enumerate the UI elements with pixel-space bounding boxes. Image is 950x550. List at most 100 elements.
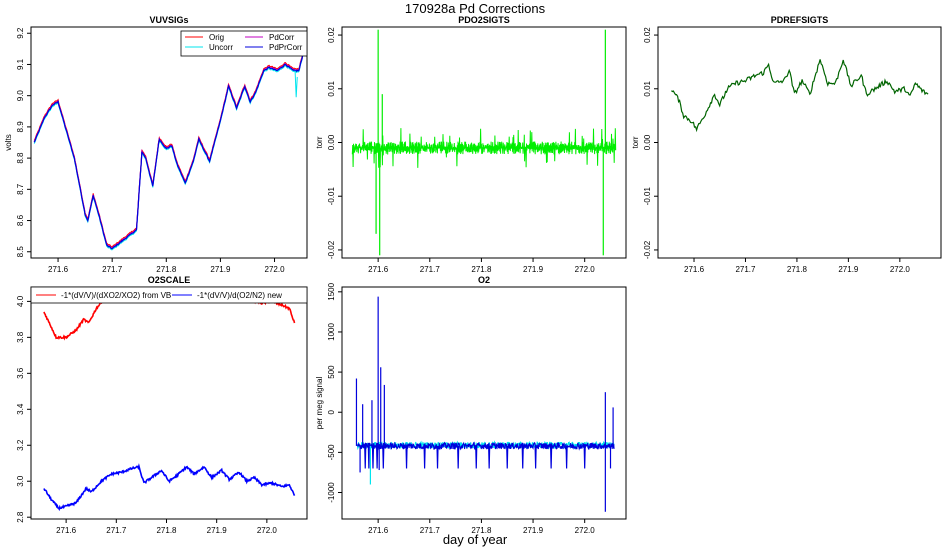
o2-xtick-label: 271.8 bbox=[471, 526, 492, 535]
pdrefsigts-ytick-label: 0.00 bbox=[643, 134, 652, 150]
vuvsigs-ytick-label: 9.2 bbox=[16, 27, 25, 39]
pdo2sigts-panel: PDO2SIGTS 271.6 271.7 271.8 271.9 272.0 -0.02 -… bbox=[315, 15, 627, 274]
pdo2sigts-ytick-label: -0.02 bbox=[327, 240, 336, 259]
o2-ylabel: per meg signal bbox=[315, 377, 324, 430]
o2scale-xtick-label: 271.8 bbox=[156, 526, 177, 535]
pdrefsigts-xtick-label: 271.8 bbox=[787, 265, 808, 274]
o2-dip bbox=[375, 445, 379, 469]
vuvsigs-title: VUVSIGs bbox=[149, 15, 188, 25]
o2-xtick-label: 271.7 bbox=[420, 526, 441, 535]
o2-dip bbox=[405, 445, 408, 469]
vuvsigs-legend-label: Uncorr bbox=[209, 43, 233, 52]
o2-xtick-label: 271.6 bbox=[368, 526, 389, 535]
vuvsigs-ytick-label: 9.0 bbox=[16, 90, 25, 102]
o2scale-ytick-label: 3.2 bbox=[16, 439, 25, 451]
vuvsigs-uncorr-glitch bbox=[294, 70, 298, 98]
pdo2sigts-xtick-label: 271.9 bbox=[523, 265, 544, 274]
o2-dip bbox=[565, 445, 568, 469]
o2scale-legend-box bbox=[30, 286, 308, 304]
figure-xlabel: day of year bbox=[442, 532, 508, 547]
vuvsigs-ytick-label: 8.9 bbox=[16, 121, 25, 133]
vuvsigs-ytick-label: 8.6 bbox=[16, 214, 25, 226]
o2-dip bbox=[488, 445, 491, 469]
pdo2sigts-line bbox=[351, 128, 617, 168]
o2scale-panel: O2SCALE 271.6 271.7 271.8 271.9 272.0 2.8 3.0 3.… bbox=[16, 275, 308, 535]
o2-dip bbox=[371, 445, 375, 469]
pdo2sigts-ytick-label: 0.02 bbox=[327, 27, 336, 43]
o2scale-ytick-label: 3.6 bbox=[16, 367, 25, 379]
o2-dip bbox=[521, 445, 524, 469]
vuvsigs-ytick-label: 8.5 bbox=[16, 246, 25, 258]
o2-panel: O2 271.6 271.7 271.8 271.9 272.0 -1000 -500 0 500… bbox=[315, 275, 627, 535]
o2-dip bbox=[475, 445, 478, 469]
vuvsigs-xtick-label: 271.8 bbox=[156, 265, 177, 274]
o2-plot-frame bbox=[341, 286, 627, 520]
o2-dip bbox=[506, 445, 509, 469]
vuvsigs-legend-label: Orig bbox=[209, 33, 224, 42]
vuvsigs-xtick-label: 271.9 bbox=[210, 265, 231, 274]
o2-ytick-label: 1000 bbox=[327, 323, 336, 341]
o2-dip bbox=[364, 445, 367, 469]
pdrefsigts-line bbox=[671, 59, 929, 133]
o2scale-legend-label: -1*(dV/V)/(dXO2/XO2) from VB bbox=[61, 291, 171, 300]
o2-title: O2 bbox=[478, 275, 490, 285]
o2scale-title: O2SCALE bbox=[148, 275, 191, 285]
vuvsigs-ytick-label: 9.1 bbox=[16, 58, 25, 70]
pdo2sigts-ytick-label: 0.00 bbox=[327, 134, 336, 150]
pdrefsigts-xtick-label: 271.7 bbox=[735, 265, 756, 274]
pdo2sigts-xtick-label: 271.8 bbox=[471, 265, 492, 274]
pdo2sigts-xtick-label: 271.7 bbox=[420, 265, 441, 274]
o2-dip bbox=[436, 445, 439, 469]
o2-ytick-label: 0 bbox=[327, 409, 336, 414]
vuvsigs-uncorr-line bbox=[33, 49, 305, 251]
vuvsigs-ytick-label: 8.7 bbox=[16, 183, 25, 195]
o2-dip bbox=[423, 445, 426, 469]
o2-ytick-label: -500 bbox=[327, 444, 336, 461]
o2scale-xtick-label: 272.0 bbox=[257, 526, 278, 535]
o2-dip bbox=[382, 445, 385, 469]
o2-ytick-label: -1000 bbox=[327, 482, 336, 503]
o2scale-ytick-label: 4.0 bbox=[16, 295, 25, 307]
o2-corr-line bbox=[357, 441, 615, 451]
o2scale-xtick-label: 271.7 bbox=[106, 526, 127, 535]
vuvsigs-xtick-label: 271.6 bbox=[48, 265, 69, 274]
pdrefsigts-ytick-label: -0.01 bbox=[643, 187, 652, 206]
vuvsigs-xtick-label: 272.0 bbox=[265, 265, 286, 274]
o2-dip bbox=[550, 445, 553, 469]
pdo2sigts-xtick-label: 272.0 bbox=[575, 265, 596, 274]
pdrefsigts-xtick-label: 271.6 bbox=[684, 265, 705, 274]
vuvsigs-legend-label: PdPrCorr bbox=[269, 43, 303, 52]
o2scale-xtick-label: 271.9 bbox=[207, 526, 228, 535]
vuvsigs-legend-box bbox=[180, 30, 308, 57]
pdrefsigts-title: PDREFSIGTS bbox=[771, 15, 829, 25]
vuvsigs-pdprcorr-line bbox=[33, 48, 305, 250]
vuvsigs-xtick-label: 271.7 bbox=[102, 265, 123, 274]
o2scale-ytick-label: 3.0 bbox=[16, 475, 25, 487]
vuvsigs-legend-label: PdCorr bbox=[269, 33, 295, 42]
o2-dip bbox=[534, 445, 537, 469]
pdrefsigts-ytick-label: 0.01 bbox=[643, 80, 652, 96]
o2scale-legend-label: -1*(dV/V)/d(O2/N2) new bbox=[197, 291, 282, 300]
pdrefsigts-panel: PDREFSIGTS 271.6 271.7 271.8 271.9 272.0 -0.02… bbox=[631, 15, 942, 274]
pdrefsigts-plot-frame bbox=[657, 26, 942, 259]
vuvsigs-ylabel: volts bbox=[4, 134, 13, 150]
pdrefsigts-xtick-label: 272.0 bbox=[890, 265, 911, 274]
o2-dip bbox=[457, 445, 460, 469]
o2scale-series-line bbox=[43, 463, 296, 512]
o2scale-xtick-label: 271.6 bbox=[56, 526, 77, 535]
pdrefsigts-ytick-label: -0.02 bbox=[643, 240, 652, 259]
o2scale-ytick-label: 3.8 bbox=[16, 331, 25, 343]
figure-title: 170928a Pd Corrections bbox=[404, 1, 546, 16]
pdo2sigts-ytick-label: 0.01 bbox=[327, 80, 336, 96]
o2-ytick-label: 1500 bbox=[327, 282, 336, 300]
pdo2sigts-ylabel: torr bbox=[315, 136, 324, 148]
vuvsigs-plot-frame bbox=[30, 26, 308, 259]
pdo2sigts-ytick-label: -0.01 bbox=[327, 187, 336, 206]
o2scale-ytick-label: 3.4 bbox=[16, 403, 25, 415]
o2-dip bbox=[367, 445, 370, 469]
o2-ytick-label: 500 bbox=[327, 365, 336, 379]
vuvsigs-panel: VUVSIGs 271.6 271.7 271.8 271.9 272.0 8.5 8.6 8.… bbox=[4, 15, 308, 274]
o2-xtick-label: 271.9 bbox=[523, 526, 544, 535]
pdo2sigts-xtick-label: 271.6 bbox=[368, 265, 389, 274]
